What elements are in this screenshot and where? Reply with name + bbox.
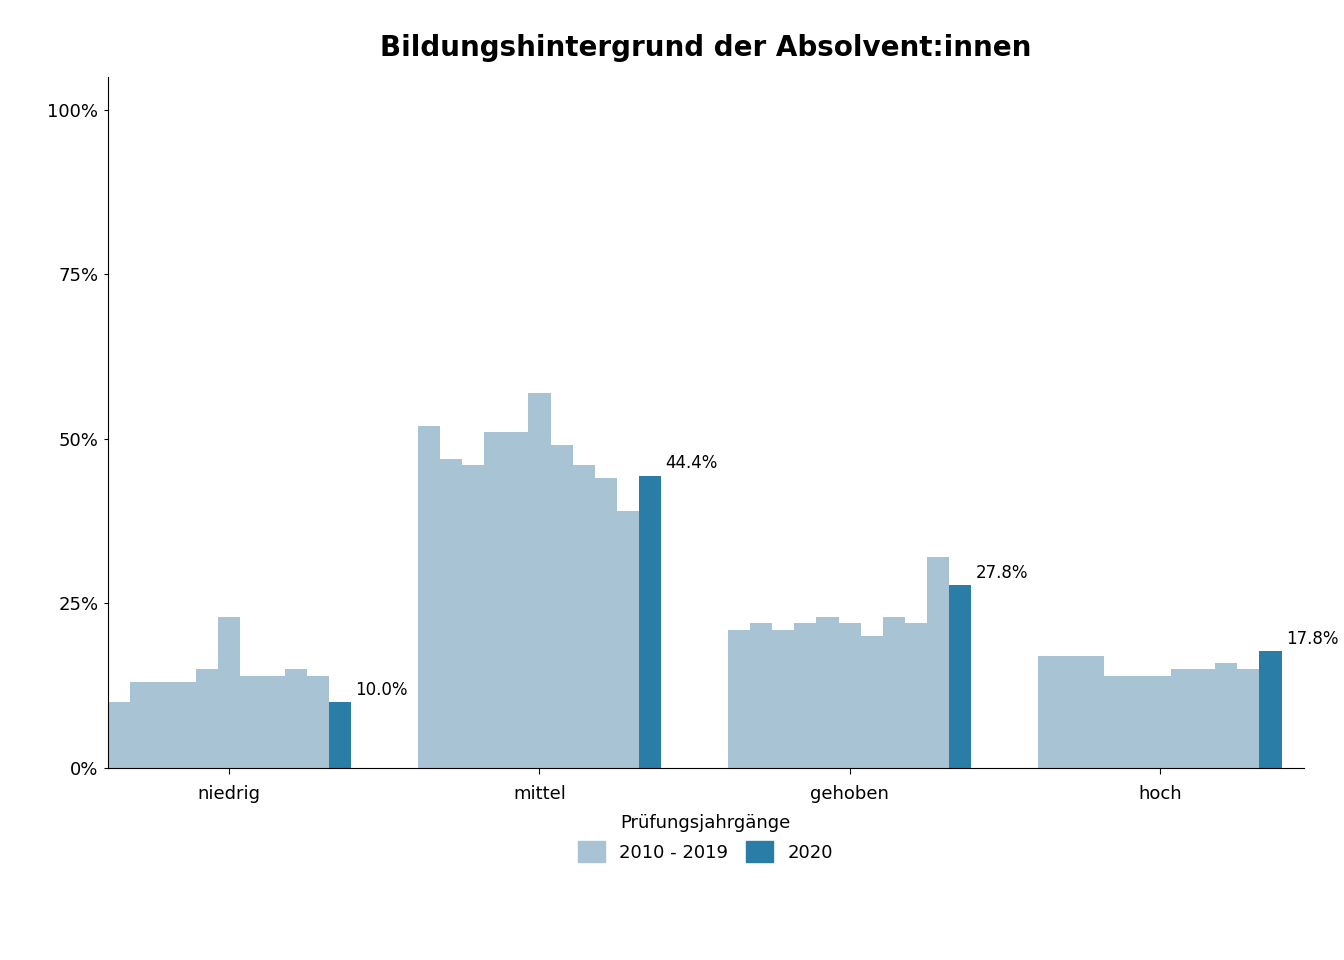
Bar: [750, 623, 771, 768]
Bar: [1105, 676, 1126, 768]
Bar: [129, 683, 152, 768]
Bar: [507, 432, 528, 768]
Bar: [1193, 669, 1215, 768]
Bar: [771, 630, 794, 768]
Bar: [152, 683, 173, 768]
Bar: [727, 630, 750, 768]
Bar: [108, 702, 129, 768]
Bar: [1149, 676, 1171, 768]
Bar: [573, 466, 595, 768]
Bar: [262, 676, 285, 768]
Bar: [462, 466, 484, 768]
Bar: [1082, 656, 1105, 768]
Bar: [285, 669, 306, 768]
Bar: [241, 676, 262, 768]
Bar: [1126, 676, 1149, 768]
Bar: [860, 636, 883, 768]
Bar: [439, 459, 462, 768]
Bar: [218, 616, 241, 768]
Bar: [173, 683, 196, 768]
Bar: [595, 478, 617, 768]
Bar: [794, 623, 816, 768]
Bar: [1215, 662, 1238, 768]
Bar: [816, 616, 839, 768]
Bar: [1171, 669, 1193, 768]
Text: 10.0%: 10.0%: [356, 681, 409, 699]
Text: 27.8%: 27.8%: [976, 564, 1028, 582]
Bar: [1060, 656, 1082, 768]
Bar: [640, 476, 661, 768]
Bar: [1238, 669, 1259, 768]
Bar: [551, 445, 573, 768]
Bar: [839, 623, 860, 768]
Text: 17.8%: 17.8%: [1286, 630, 1339, 648]
Bar: [306, 676, 329, 768]
Title: Bildungshintergrund der Absolvent:innen: Bildungshintergrund der Absolvent:innen: [380, 34, 1031, 62]
Bar: [927, 558, 949, 768]
Bar: [949, 585, 972, 768]
Bar: [1259, 651, 1282, 768]
Bar: [484, 432, 507, 768]
Bar: [329, 702, 351, 768]
Bar: [418, 425, 439, 768]
Bar: [196, 669, 218, 768]
Bar: [528, 393, 551, 768]
Legend: 2010 - 2019, 2020: 2010 - 2019, 2020: [571, 807, 840, 870]
Bar: [617, 512, 640, 768]
Bar: [883, 616, 905, 768]
Text: 44.4%: 44.4%: [665, 454, 718, 472]
Bar: [1038, 656, 1060, 768]
Bar: [905, 623, 927, 768]
